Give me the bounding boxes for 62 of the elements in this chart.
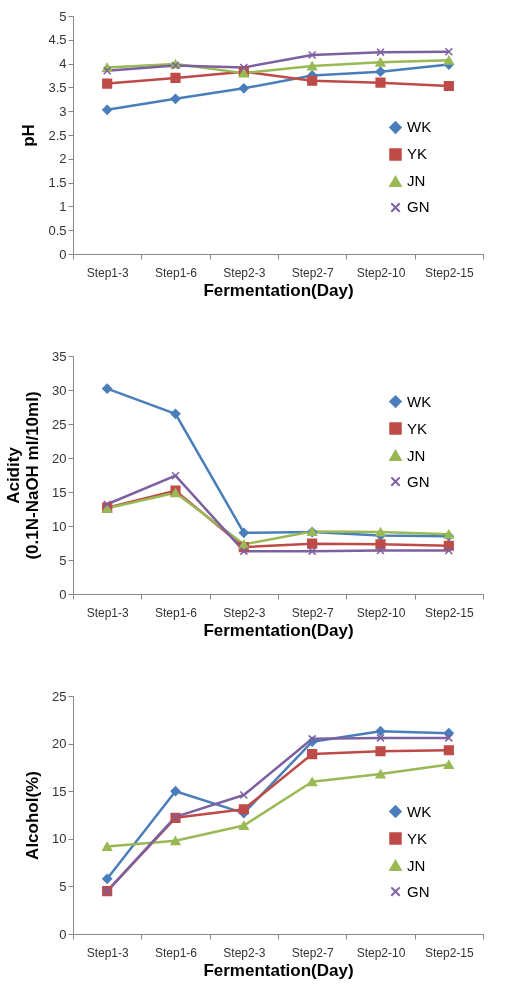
legend-label: YK bbox=[407, 829, 428, 847]
y-tick-label: 1.5 bbox=[48, 175, 67, 191]
x-axis-title: Fermentation(Day) bbox=[203, 280, 354, 300]
y-tick-label: 30 bbox=[52, 382, 67, 398]
y-tick-label: 2 bbox=[59, 151, 67, 167]
legend-label: JN bbox=[407, 172, 426, 190]
legend-label: WK bbox=[407, 802, 432, 820]
y-tick-label: 4.5 bbox=[48, 32, 67, 48]
x-tick-label: Step2-7 bbox=[291, 265, 335, 280]
y-tick-label: 25 bbox=[52, 416, 67, 432]
y-tick-label: 3 bbox=[59, 103, 67, 119]
y-tick-label: 15 bbox=[52, 783, 67, 799]
legend-label: YK bbox=[407, 419, 428, 437]
y-tick-label: 3.5 bbox=[48, 79, 67, 95]
x-tick-label: Step1-3 bbox=[86, 605, 130, 620]
x-tick-label: Step2-7 bbox=[291, 605, 335, 620]
x-tick-label: Step2-10 bbox=[356, 605, 406, 620]
y-tick-label: 20 bbox=[52, 736, 67, 752]
legend-label: WK bbox=[407, 118, 432, 136]
x-tick-label: Step1-3 bbox=[86, 945, 130, 960]
text: (0.1N-NaOH ml/10ml) bbox=[23, 391, 43, 560]
y-tick-label: 20 bbox=[52, 450, 67, 466]
y-tick-label: 35 bbox=[52, 348, 67, 364]
x-tick-label: Step2-3 bbox=[223, 265, 266, 280]
y-tick-label: 5 bbox=[59, 552, 67, 568]
x-tick-label: Step2-3 bbox=[223, 605, 266, 620]
y-tick-label: 0 bbox=[59, 926, 67, 942]
x-axis-title: Fermentation(Day) bbox=[203, 620, 354, 640]
legend-label: GN bbox=[407, 198, 430, 216]
legend-label: GN bbox=[407, 472, 430, 490]
x-tick-label: Step2-15 bbox=[424, 265, 475, 280]
y-tick-label: 0.5 bbox=[48, 222, 67, 238]
x-tick-label: Step2-10 bbox=[356, 945, 406, 960]
x-tick-label: Step1-6 bbox=[154, 605, 198, 620]
y-axis-title: Alcohol(%) bbox=[23, 771, 43, 860]
y-tick-label: 4 bbox=[59, 56, 67, 72]
y-tick-label: 10 bbox=[52, 518, 67, 534]
x-tick-label: Step2-3 bbox=[223, 945, 266, 960]
y-axis-title: pH bbox=[19, 124, 39, 147]
x-tick-label: Step1-3 bbox=[86, 265, 130, 280]
y-tick-label: 0 bbox=[59, 586, 67, 602]
y-tick-label: 5 bbox=[59, 8, 67, 24]
y-tick-label: 0 bbox=[59, 246, 67, 262]
y-tick-label: 15 bbox=[52, 484, 67, 500]
legend-label: WK bbox=[407, 392, 432, 410]
legend-label: GN bbox=[407, 882, 430, 900]
y-tick-label: 1 bbox=[59, 198, 67, 214]
y-tick-label: 5 bbox=[59, 878, 67, 894]
legend-label: JN bbox=[407, 856, 426, 874]
y-tick-label: 2.5 bbox=[48, 127, 67, 143]
x-axis-title: Fermentation(Day) bbox=[203, 960, 354, 980]
x-tick-label: Step2-7 bbox=[291, 945, 335, 960]
text: Acidity bbox=[4, 447, 24, 504]
x-tick-label: Step2-15 bbox=[424, 605, 475, 620]
x-tick-label: Step1-6 bbox=[154, 265, 198, 280]
legend-label: JN bbox=[407, 446, 426, 464]
x-tick-label: Step2-10 bbox=[356, 265, 406, 280]
y-tick-label: 25 bbox=[52, 688, 67, 704]
legend-label: YK bbox=[407, 145, 428, 163]
x-tick-label: Step2-15 bbox=[424, 945, 475, 960]
x-tick-label: Step1-6 bbox=[154, 945, 198, 960]
y-tick-label: 10 bbox=[52, 831, 67, 847]
